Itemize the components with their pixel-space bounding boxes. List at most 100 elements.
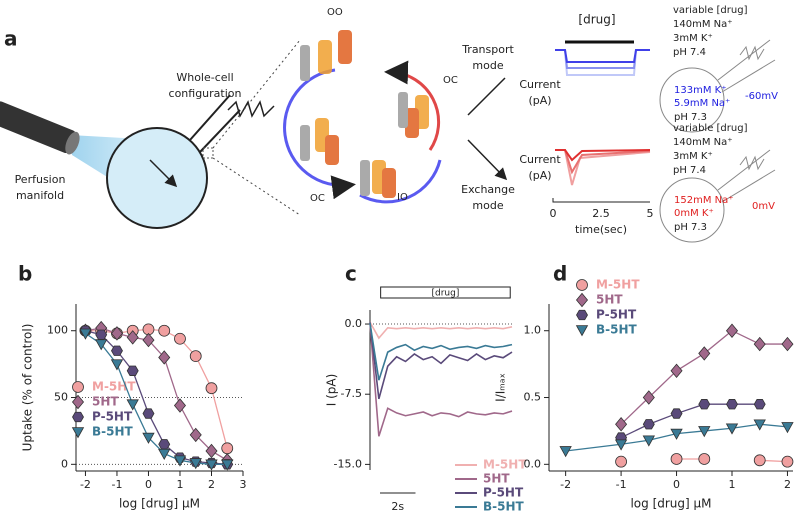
marker [725,323,739,338]
marker [174,332,186,345]
zigzag [227,100,275,118]
marker [575,325,589,337]
marker [142,408,155,419]
legend-label: B-5HT [483,500,525,514]
legend-label: M-5HT [92,380,136,394]
solution: variable [drug] [673,5,748,16]
legend-label: 5HT [92,395,119,409]
marker [576,279,588,291]
marker [142,432,155,444]
legend-label: B-5HT [92,425,134,439]
marker [221,459,234,471]
axis-title: time(sec) [575,223,627,236]
cell [106,127,208,229]
marker [71,427,85,439]
series-line [369,321,513,340]
marker [670,453,683,465]
exchange-traces [555,149,651,186]
marker [575,292,589,308]
solution: 3mM K⁺ [673,151,713,162]
tick-label: 2.5 [592,207,610,220]
marker [670,428,683,440]
marker [725,423,739,435]
y-tick-label: 0.0 [345,317,363,330]
solution: 0mM K⁺ [674,208,714,219]
state-label: OC [310,193,325,204]
helices [300,45,408,196]
y-tick-label: -15.0 [334,457,362,470]
panel-label: c [345,262,357,286]
x-tick-label: 1 [729,478,736,491]
y-tick-label: 0.5 [524,391,542,404]
tick-label: 5 [647,207,654,220]
solution: 152mM Na⁺ [674,195,734,206]
marker [670,363,683,379]
voltage: 0mV [752,201,775,212]
arrow [149,159,178,188]
marker [614,439,628,451]
legend-label: 5HT [483,472,510,486]
label: Current [519,153,561,166]
cell [659,67,725,133]
series-line [85,327,228,461]
label: (pA) [528,169,551,182]
legend-label: P-5HT [596,308,637,322]
legend-label: P-5HT [483,486,524,500]
panel-label: b [18,262,32,286]
cycle-arrow [359,159,442,204]
series-line [85,330,228,465]
marker [642,390,655,405]
marker [205,443,218,459]
legend-label: M-5HT [483,458,527,472]
panel-label: d [553,262,567,286]
label: Perfusion [15,173,66,186]
marker [95,339,108,351]
panel-label: a [4,27,18,51]
y-tick-label: 0 [61,457,68,470]
x-tick-label: 1 [176,478,183,491]
marker [111,345,123,356]
marker [79,328,92,340]
marker [698,453,711,465]
x-tick-label: 2 [208,478,215,491]
scale-label: 2s [391,500,404,513]
y-tick-label: 0.0 [524,457,542,470]
y-axis-title: I (pA) [325,374,339,407]
pipette [717,39,776,203]
series-line [676,458,788,463]
marker [158,324,171,337]
x-tick-label: 0 [145,478,152,491]
x-tick-label: -1 [111,478,122,491]
series-line [369,322,513,381]
mode-arrow [467,77,505,178]
x-tick-label: 3 [240,478,247,491]
state-label: OO [327,7,343,18]
label: manifold [16,189,64,202]
solution: 133mM K⁺ [674,85,726,96]
marker [753,454,766,467]
solution: pH 7.4 [673,47,706,58]
marker [726,399,738,410]
marker [110,326,123,341]
marker [110,359,124,371]
x-tick-label: 2 [784,478,791,491]
marker [753,419,766,431]
solution: 3mM K⁺ [673,33,713,44]
transporters [315,30,429,198]
marker [126,399,139,411]
manifold [0,101,80,155]
x-tick-label: -1 [616,478,627,491]
y-tick-label: -7.5 [341,387,362,400]
series-line [369,323,513,437]
marker [158,439,171,450]
legend-label: B-5HT [596,323,638,337]
label: Exchange [461,183,515,196]
y-tick-label: 50 [54,391,68,404]
label: mode [472,199,503,212]
marker [615,417,628,432]
x-axis-title: log [drug] μM [119,497,200,511]
x-tick-label: 0 [673,478,680,491]
label: Whole-cell [176,71,233,84]
drug-bar [380,286,511,299]
